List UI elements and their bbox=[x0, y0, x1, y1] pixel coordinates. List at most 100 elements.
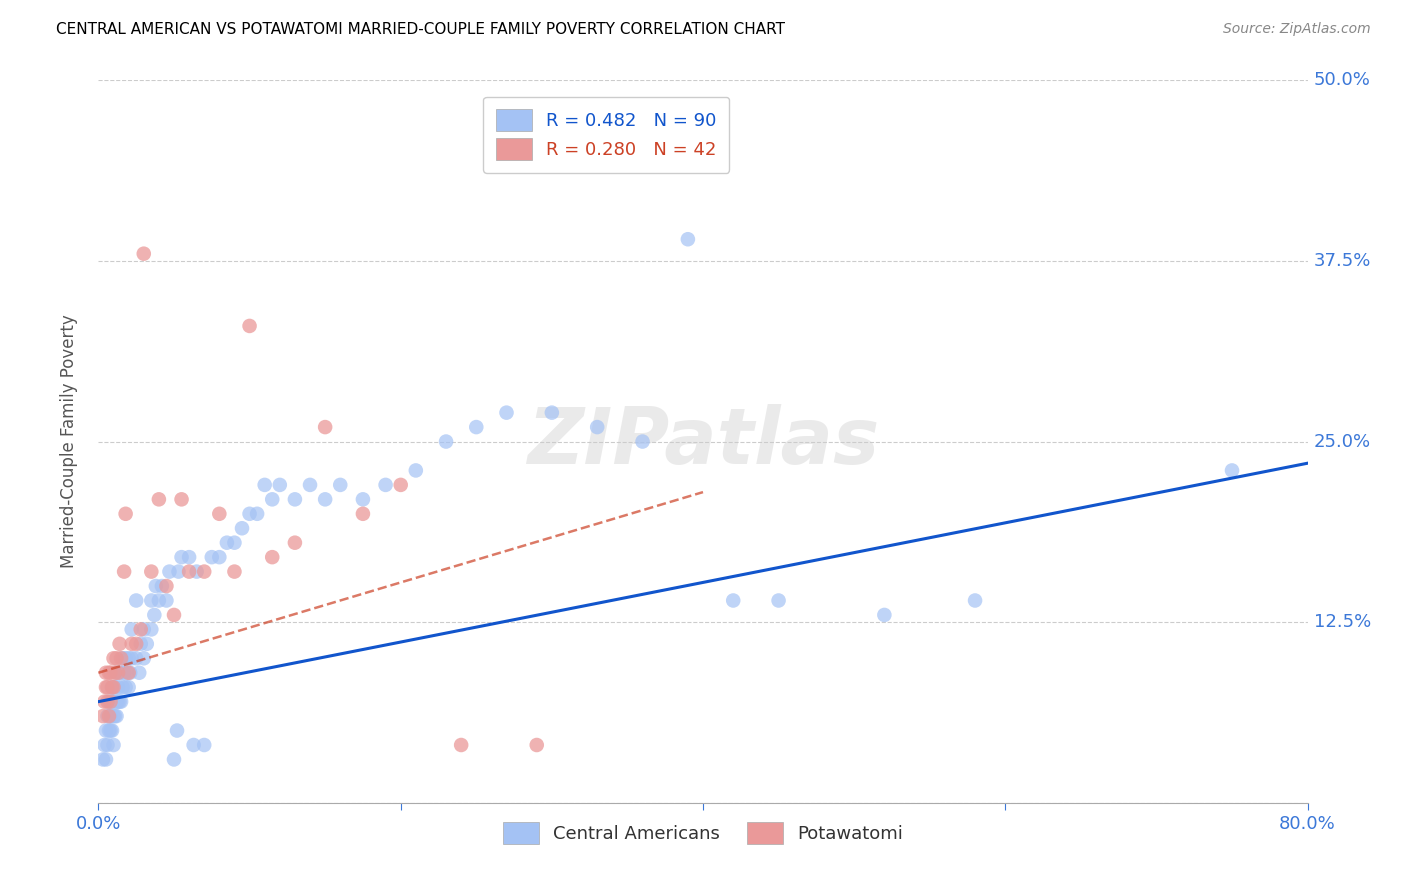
Point bbox=[128, 665, 150, 680]
Point bbox=[215, 535, 238, 549]
Point bbox=[135, 637, 157, 651]
Point bbox=[105, 709, 128, 723]
Point bbox=[110, 695, 132, 709]
Point bbox=[262, 550, 284, 565]
Point bbox=[98, 665, 121, 680]
Point bbox=[495, 406, 517, 420]
Point bbox=[465, 420, 488, 434]
Text: 37.5%: 37.5% bbox=[1313, 252, 1371, 270]
Point bbox=[352, 507, 374, 521]
Point bbox=[121, 623, 143, 637]
Point bbox=[103, 680, 125, 694]
Point bbox=[148, 593, 170, 607]
Point bbox=[193, 738, 215, 752]
Point bbox=[104, 665, 127, 680]
Point bbox=[246, 507, 269, 521]
Point bbox=[170, 492, 193, 507]
Point bbox=[631, 434, 654, 449]
Point bbox=[98, 709, 121, 723]
Point bbox=[100, 695, 122, 709]
Point bbox=[118, 665, 141, 680]
Point bbox=[98, 695, 121, 709]
Point bbox=[405, 463, 427, 477]
Point bbox=[253, 478, 276, 492]
Point bbox=[1220, 463, 1243, 477]
Point bbox=[239, 507, 262, 521]
Point bbox=[96, 695, 118, 709]
Point bbox=[163, 752, 186, 766]
Text: Source: ZipAtlas.com: Source: ZipAtlas.com bbox=[1223, 22, 1371, 37]
Point bbox=[121, 651, 143, 665]
Point bbox=[166, 723, 188, 738]
Point bbox=[96, 738, 118, 752]
Point bbox=[111, 651, 134, 665]
Point bbox=[94, 665, 117, 680]
Point bbox=[115, 665, 138, 680]
Point bbox=[450, 738, 472, 752]
Point bbox=[91, 709, 114, 723]
Y-axis label: Married-Couple Family Poverty: Married-Couple Family Poverty bbox=[59, 315, 77, 568]
Point bbox=[141, 623, 163, 637]
Point bbox=[163, 607, 186, 622]
Point bbox=[269, 478, 291, 492]
Point bbox=[299, 478, 322, 492]
Point bbox=[100, 723, 122, 738]
Point bbox=[114, 680, 136, 694]
Point bbox=[110, 665, 132, 680]
Point bbox=[586, 420, 609, 434]
Text: 50.0%: 50.0% bbox=[1313, 71, 1371, 89]
Point bbox=[132, 246, 155, 260]
Point bbox=[329, 478, 352, 492]
Point bbox=[94, 752, 117, 766]
Point bbox=[93, 738, 115, 752]
Text: ZIPatlas: ZIPatlas bbox=[527, 403, 879, 480]
Point bbox=[125, 637, 148, 651]
Point bbox=[193, 565, 215, 579]
Point bbox=[873, 607, 896, 622]
Point bbox=[111, 680, 134, 694]
Point bbox=[114, 651, 136, 665]
Point bbox=[93, 695, 115, 709]
Point bbox=[101, 723, 124, 738]
Point bbox=[91, 752, 114, 766]
Point bbox=[103, 709, 125, 723]
Point bbox=[101, 695, 124, 709]
Point bbox=[118, 651, 141, 665]
Point bbox=[150, 579, 173, 593]
Point bbox=[167, 565, 190, 579]
Point bbox=[101, 680, 124, 694]
Point bbox=[159, 565, 181, 579]
Point bbox=[120, 665, 142, 680]
Text: 25.0%: 25.0% bbox=[1313, 433, 1371, 450]
Point bbox=[723, 593, 745, 607]
Point bbox=[389, 478, 412, 492]
Point bbox=[129, 637, 152, 651]
Point bbox=[208, 507, 231, 521]
Point bbox=[201, 550, 224, 565]
Text: 12.5%: 12.5% bbox=[1313, 613, 1371, 632]
Point bbox=[125, 651, 148, 665]
Point bbox=[105, 665, 128, 680]
Point bbox=[105, 695, 128, 709]
Point bbox=[94, 723, 117, 738]
Text: CENTRAL AMERICAN VS POTAWATOMI MARRIED-COUPLE FAMILY POVERTY CORRELATION CHART: CENTRAL AMERICAN VS POTAWATOMI MARRIED-C… bbox=[56, 22, 785, 37]
Point bbox=[96, 709, 118, 723]
Point bbox=[103, 695, 125, 709]
Point bbox=[100, 709, 122, 723]
Point bbox=[434, 434, 457, 449]
Point bbox=[208, 550, 231, 565]
Point bbox=[100, 665, 122, 680]
Point bbox=[101, 680, 124, 694]
Point bbox=[284, 535, 307, 549]
Point bbox=[526, 738, 548, 752]
Point bbox=[148, 492, 170, 507]
Point bbox=[107, 695, 129, 709]
Point bbox=[129, 623, 152, 637]
Point bbox=[108, 637, 131, 651]
Point bbox=[105, 651, 128, 665]
Point bbox=[108, 665, 131, 680]
Point bbox=[107, 680, 129, 694]
Point bbox=[145, 579, 167, 593]
Point bbox=[374, 478, 396, 492]
Point bbox=[314, 420, 336, 434]
